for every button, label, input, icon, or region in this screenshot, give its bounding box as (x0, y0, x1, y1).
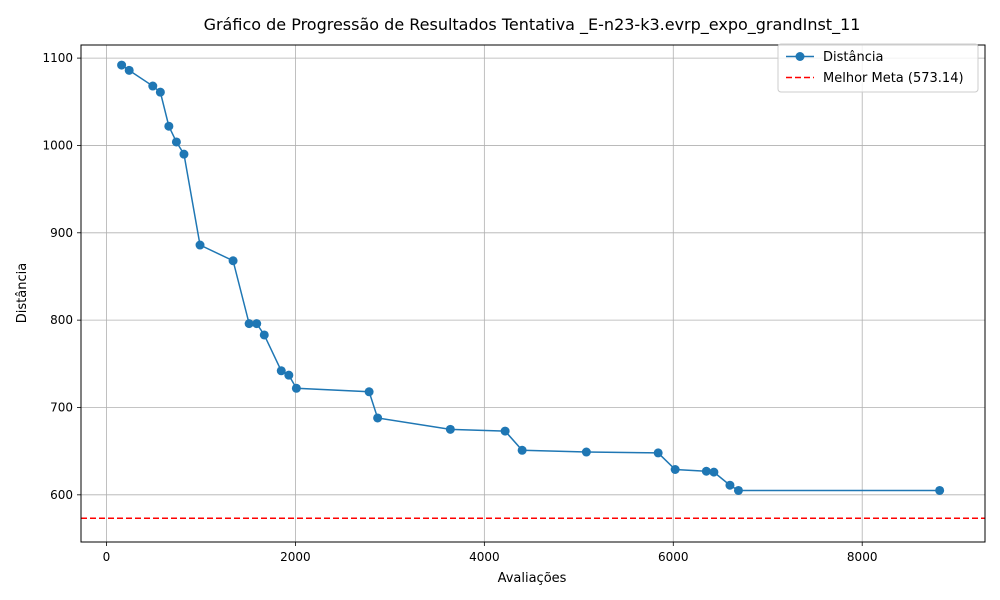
plot-frame (80, 44, 986, 543)
data-point (276, 366, 286, 376)
data-point (445, 424, 455, 434)
x-tick-label: 0 (103, 550, 111, 564)
y-tick-label: 1100 (42, 51, 73, 65)
legend-reference-label: Melhor Meta (573.14) (823, 71, 964, 86)
y-tick-label: 800 (50, 313, 73, 327)
y-tick-label: 700 (50, 400, 73, 414)
data-point (291, 383, 301, 393)
y-tick-label: 900 (50, 226, 73, 240)
data-point (117, 60, 127, 70)
x-tick-label: 6000 (658, 550, 689, 564)
y-tick-label: 600 (50, 488, 73, 502)
y-tick-label: 1000 (42, 138, 73, 152)
x-axis-label: Avaliações (498, 571, 567, 586)
data-point (259, 330, 269, 340)
data-point (581, 447, 591, 457)
axis-ticks: 0 2000 4000 6000 8000 600 700 800 900 1000 1100 (42, 51, 877, 564)
data-point (155, 87, 165, 97)
data-point (124, 65, 134, 75)
data-point (517, 445, 527, 455)
data-point (171, 137, 181, 147)
x-tick-label: 2000 (280, 550, 311, 564)
y-axis-label: Distância (15, 263, 30, 323)
data-point (701, 466, 711, 476)
series-line (121, 64, 940, 492)
data-point (164, 121, 174, 131)
legend-series-label: Distância (823, 50, 883, 65)
legend: Distância Melhor Meta (573.14) (777, 43, 979, 93)
data-point (935, 485, 945, 495)
data-point (709, 467, 719, 477)
data-point (195, 240, 205, 250)
data-point (364, 387, 374, 397)
x-tick-label: 4000 (469, 550, 500, 564)
data-point (373, 413, 383, 423)
x-tick-label: 8000 (847, 550, 878, 564)
data-point (228, 256, 238, 266)
data-point (670, 465, 680, 474)
data-point (653, 448, 663, 458)
legend-series-marker (795, 52, 805, 61)
data-point (725, 480, 735, 490)
data-point (500, 426, 510, 436)
data-point (284, 370, 294, 380)
legend-box (777, 43, 979, 93)
data-point (252, 319, 262, 329)
data-point (244, 319, 254, 329)
data-point (179, 149, 189, 159)
data-point (733, 485, 743, 495)
chart-title: Gráfico de Progressão de Resultados Tent… (204, 15, 861, 35)
series-layer (117, 60, 945, 495)
grid (81, 45, 985, 542)
data-point (148, 81, 158, 91)
